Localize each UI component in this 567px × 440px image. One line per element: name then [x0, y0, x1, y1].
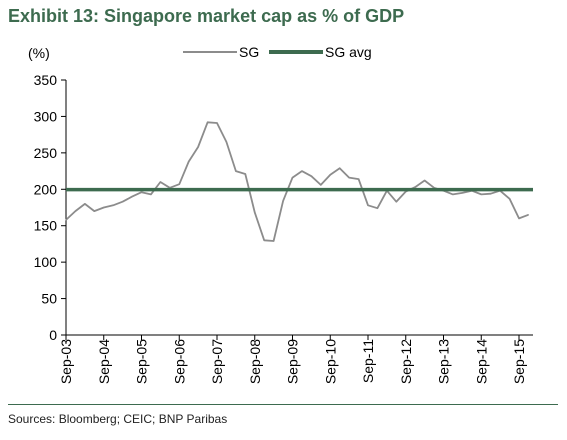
x-tick-label: Sep-07: [209, 339, 225, 384]
data-point-sg: [188, 161, 190, 163]
data-point-sg: [273, 240, 275, 242]
x-tick-label: Sep-06: [171, 339, 187, 384]
y-tick-label: 300: [34, 108, 58, 124]
data-point-sg: [207, 121, 209, 123]
y-tick-label: 100: [34, 254, 58, 270]
x-tick-label: Sep-14: [473, 339, 489, 384]
data-point-sg: [235, 170, 237, 172]
y-tick-label: 250: [34, 145, 58, 161]
data-point-sg: [480, 193, 482, 195]
data-point-sg: [339, 167, 341, 169]
x-tick-label: Sep-13: [436, 339, 452, 384]
data-point-sg: [254, 212, 256, 214]
x-tick-label: Sep-05: [134, 339, 150, 384]
x-tick-label: Sep-10: [322, 339, 338, 384]
data-point-sg: [490, 193, 492, 195]
data-point-sg: [93, 210, 95, 212]
data-point-sg: [348, 177, 350, 179]
y-axis-label: (%): [28, 45, 50, 61]
data-point-sg: [282, 200, 284, 202]
data-point-sg: [244, 173, 246, 175]
series-line-sg: [65, 121, 529, 242]
data-point-sg: [358, 178, 360, 180]
data-point-sg: [65, 219, 67, 221]
data-point-sg: [414, 186, 416, 188]
x-tick-label: Sep-15: [511, 339, 527, 384]
data-point-sg: [367, 204, 369, 206]
data-point-sg: [197, 146, 199, 148]
y-tick-label: 0: [49, 327, 57, 343]
data-point-sg: [159, 181, 161, 183]
y-tick-label: 50: [41, 291, 57, 307]
data-point-sg: [301, 170, 303, 172]
data-point-sg: [424, 179, 426, 182]
data-point-sg: [84, 203, 86, 205]
source-note: Sources: Bloomberg; CEIC; BNP Paribas: [8, 412, 228, 426]
data-point-sg: [527, 214, 530, 216]
x-tick-label: Sep-04: [96, 339, 112, 384]
data-point-sg: [376, 207, 378, 209]
data-point-sg: [216, 122, 218, 124]
data-point-sg: [310, 175, 312, 177]
legend-label-sg-avg: SG avg: [325, 44, 372, 60]
data-point-sg: [329, 174, 331, 176]
data-point-sg: [122, 201, 124, 203]
x-tick-label: Sep-03: [58, 339, 74, 384]
data-point-sg: [225, 141, 227, 143]
data-point-sg: [509, 198, 511, 200]
data-point-sg: [518, 217, 520, 219]
x-tick-label: Sep-11: [360, 339, 376, 383]
exhibit-title: Exhibit 13: Singapore market cap as % of…: [8, 6, 405, 26]
data-point-sg: [150, 193, 152, 195]
data-point-sg: [395, 201, 397, 203]
data-point-sg: [178, 183, 180, 185]
data-point-sg: [140, 191, 143, 193]
data-point-sg: [103, 206, 105, 209]
data-point-sg: [452, 193, 454, 195]
y-tick-label: 350: [34, 72, 58, 88]
x-tick-label: Sep-08: [247, 339, 263, 384]
data-point-sg: [320, 184, 322, 186]
data-point-sg: [131, 196, 133, 198]
footer-divider: [8, 404, 558, 405]
data-point-sg: [263, 239, 265, 241]
x-tick-label: Sep-12: [398, 339, 414, 384]
y-tick-label: 200: [34, 181, 58, 197]
data-point-sg: [74, 210, 76, 212]
data-point-sg: [461, 192, 463, 194]
legend-label-sg: SG: [239, 44, 259, 60]
x-tick-label: Sep-09: [285, 339, 301, 384]
data-point-sg: [112, 204, 114, 206]
y-tick-label: 150: [34, 218, 58, 234]
data-point-sg: [291, 177, 294, 179]
